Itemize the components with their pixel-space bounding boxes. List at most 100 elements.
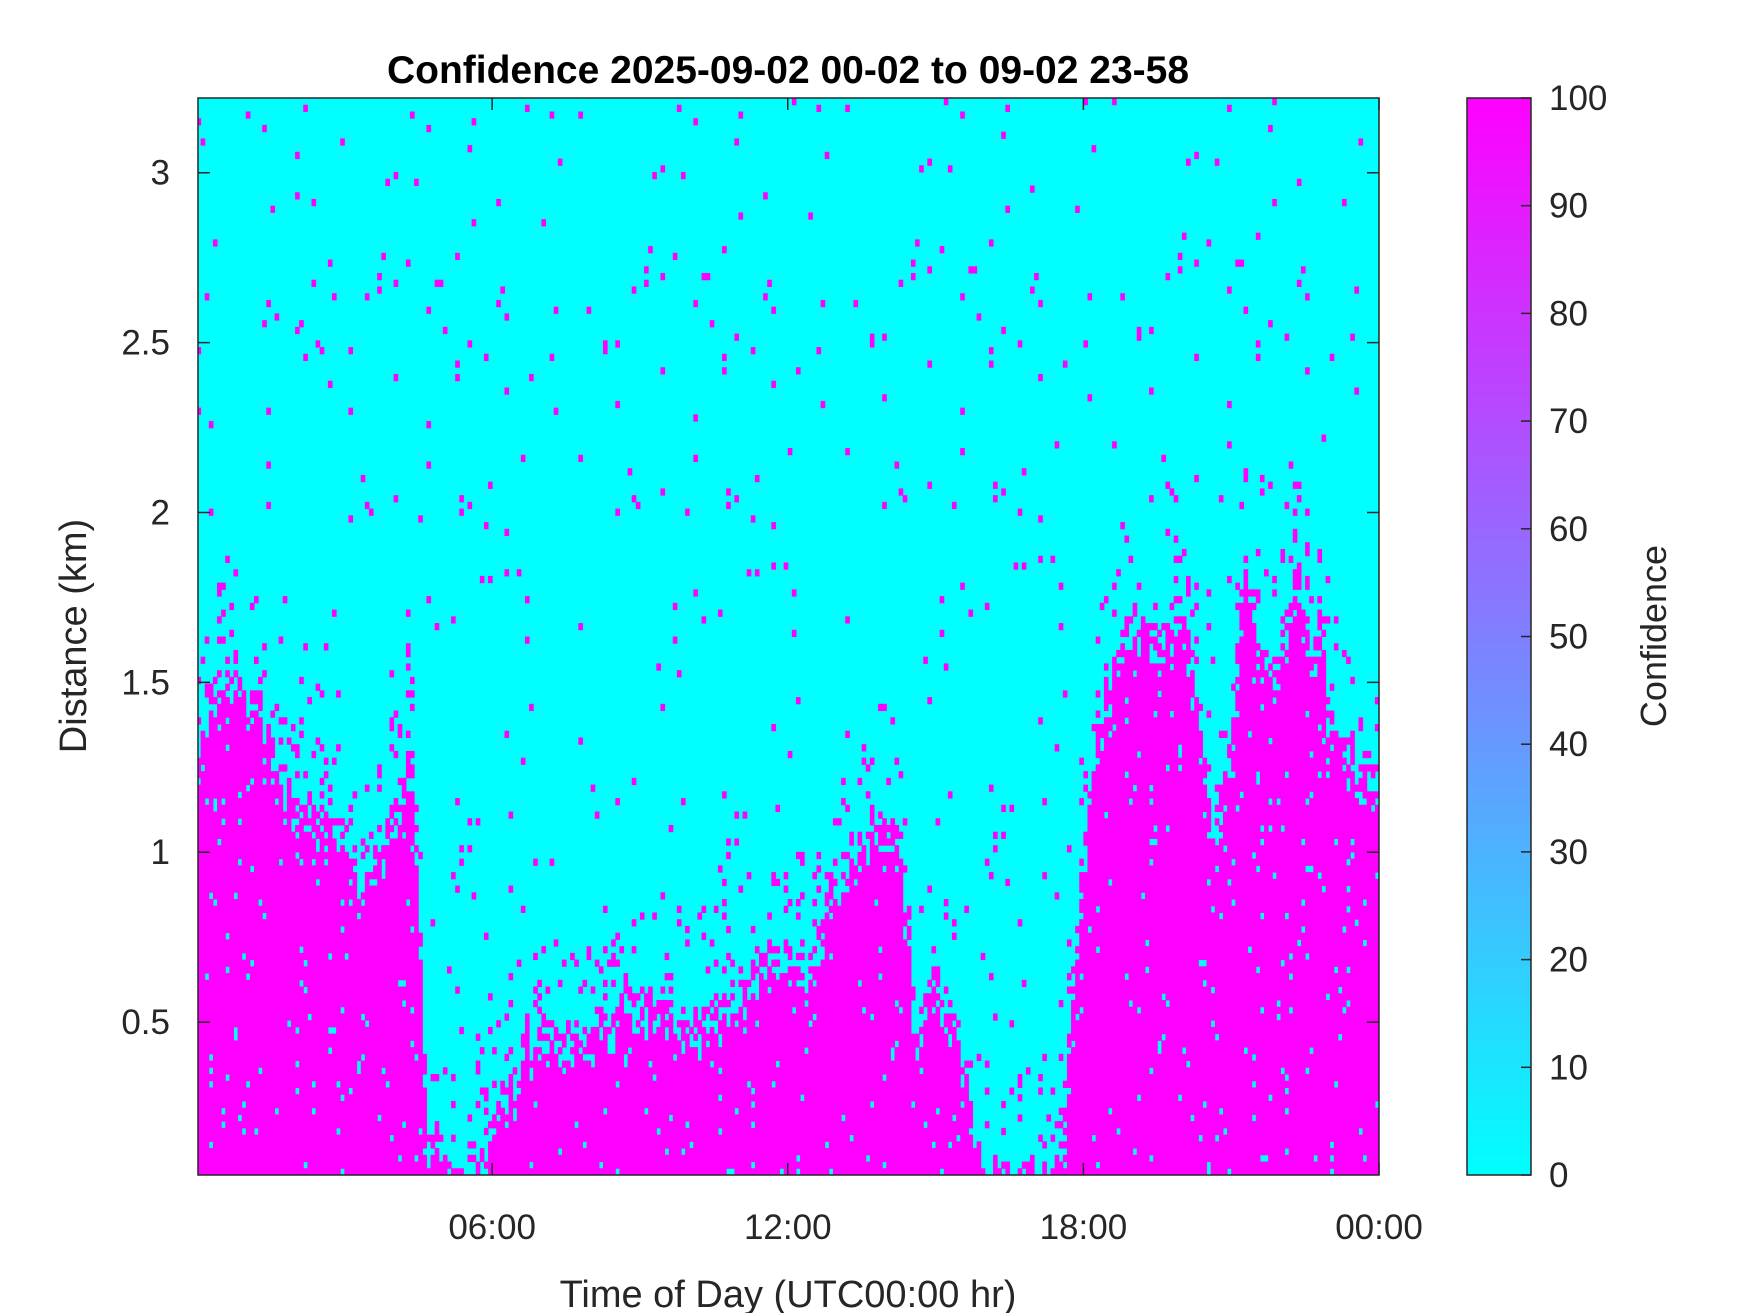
heatmap-cell	[1021, 979, 1027, 988]
heatmap-cell	[816, 885, 822, 893]
heatmap-cell	[237, 697, 243, 792]
heatmap-cell	[504, 1087, 510, 1095]
heatmap-cell	[1321, 892, 1327, 1175]
heatmap-cell	[1071, 966, 1076, 974]
heatmap-cell	[488, 481, 493, 489]
heatmap-cell	[816, 925, 822, 940]
heatmap-cell	[627, 1053, 633, 1175]
heatmap-cell	[1321, 744, 1327, 887]
heatmap-cell	[730, 993, 735, 1001]
heatmap-cell	[1300, 266, 1306, 274]
heatmap-cell	[1030, 286, 1035, 294]
heatmap-cell	[824, 1148, 830, 1175]
heatmap-cell	[960, 1087, 965, 1102]
heatmap-cell	[804, 993, 809, 1001]
heatmap-cell	[1181, 232, 1187, 240]
heatmap-cell	[993, 1013, 998, 1021]
heatmap-cell	[841, 777, 846, 786]
heatmap-cell	[557, 158, 563, 166]
heatmap-cell	[910, 1107, 916, 1175]
heatmap-cell	[1259, 710, 1265, 826]
heatmap-cell	[1132, 1154, 1138, 1175]
heatmap-cell	[857, 851, 863, 866]
heatmap-cell	[336, 1134, 341, 1175]
heatmap-cell	[479, 1047, 485, 1055]
heatmap-cell	[927, 266, 932, 274]
heatmap-cell	[709, 1067, 715, 1175]
heatmap-cell	[1017, 1114, 1023, 1122]
heatmap-cell	[1144, 973, 1150, 1175]
heatmap-cell	[603, 993, 608, 1001]
heatmap-cell	[705, 1047, 711, 1175]
heatmap-cell	[471, 892, 477, 900]
heatmap-cell	[1305, 629, 1310, 651]
heatmap-cell	[1177, 596, 1183, 604]
heatmap-cell	[1317, 656, 1323, 725]
heatmap-cell	[1305, 508, 1310, 516]
heatmap-cell	[344, 824, 349, 833]
heatmap-cell	[1259, 831, 1265, 839]
heatmap-cell	[446, 1161, 452, 1169]
heatmap-cell	[902, 865, 908, 873]
heatmap-cell	[750, 959, 756, 981]
heatmap-cell	[233, 649, 239, 664]
heatmap-cell	[504, 1127, 510, 1175]
heatmap-cell	[459, 845, 464, 853]
heatmap-cell	[1066, 1033, 1072, 1048]
heatmap-cell	[1058, 1121, 1064, 1129]
heatmap-cell	[816, 347, 822, 355]
heatmap-cell	[1054, 441, 1060, 449]
heatmap-cell	[750, 925, 756, 934]
heatmap-cell	[233, 690, 239, 893]
heatmap-cell	[1292, 569, 1298, 590]
heatmap-cell	[582, 1060, 588, 1142]
heatmap-cell	[1268, 744, 1273, 799]
heatmap-cell	[1276, 804, 1281, 1001]
heatmap-cell	[1210, 838, 1216, 907]
heatmap-cell	[1358, 1134, 1364, 1175]
heatmap-cell	[414, 1060, 419, 1156]
heatmap-cell	[1268, 481, 1273, 489]
heatmap-cell	[1243, 468, 1249, 483]
heatmap-cell	[566, 1060, 571, 1175]
heatmap-cell	[750, 1107, 756, 1122]
heatmap-cell	[438, 1161, 444, 1175]
heatmap-cell	[1140, 616, 1146, 893]
heatmap-cell	[1001, 1100, 1006, 1109]
heatmap-cell	[426, 1134, 432, 1142]
heatmap-cell	[869, 831, 875, 1014]
heatmap-cell	[1169, 717, 1175, 1175]
heatmap-cell	[1317, 609, 1323, 631]
heatmap-cell	[1206, 710, 1212, 718]
heatmap-cell	[475, 818, 481, 826]
heatmap-cell	[1013, 562, 1019, 570]
heatmap-cell	[988, 784, 994, 792]
heatmap-cell	[401, 777, 407, 799]
heatmap-cell	[438, 1134, 444, 1142]
heatmap-cell	[800, 986, 805, 1095]
heatmap-cell	[278, 764, 284, 772]
heatmap-cell	[1021, 468, 1027, 476]
heatmap-cell	[734, 811, 739, 819]
heatmap-cell	[1329, 710, 1335, 725]
heatmap-cell	[865, 791, 871, 799]
heatmap-cell	[1169, 656, 1175, 664]
heatmap-cell	[430, 919, 436, 927]
heatmap-cell	[217, 616, 222, 624]
heatmap-cell	[685, 1127, 690, 1175]
heatmap-cell	[738, 111, 744, 119]
heatmap-cell	[1058, 1107, 1064, 1115]
heatmap-cell	[1305, 717, 1310, 799]
heatmap-cell	[286, 1026, 292, 1175]
heatmap-cell	[537, 1060, 542, 1175]
heatmap-cell	[1305, 804, 1310, 866]
heatmap-cell	[598, 1040, 604, 1163]
heatmap-cell	[1321, 649, 1327, 738]
heatmap-cell	[1177, 629, 1183, 745]
heatmap-cell	[553, 407, 559, 415]
colorbar-tick-label: 90	[1549, 187, 1588, 226]
heatmap-cell	[1136, 656, 1142, 752]
heatmap-cell	[607, 959, 612, 967]
heatmap-cell	[1050, 1168, 1056, 1175]
heatmap-cell	[245, 979, 251, 1082]
